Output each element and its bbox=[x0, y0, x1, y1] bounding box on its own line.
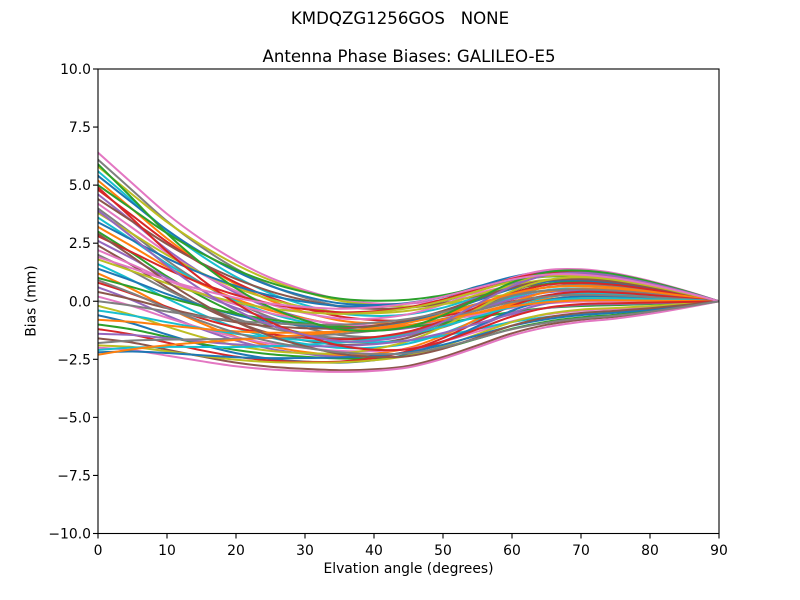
x-tick-label: 30 bbox=[296, 543, 314, 559]
x-tick-label: 20 bbox=[227, 543, 245, 559]
x-tick-label: 0 bbox=[94, 543, 103, 559]
series-line-47 bbox=[98, 186, 719, 352]
axes-title: Antenna Phase Biases: GALILEO-E5 bbox=[262, 47, 556, 66]
series-line-51 bbox=[98, 279, 719, 356]
series-line-40 bbox=[98, 300, 719, 373]
figure-title: KMDQZG1256GOS NONE bbox=[290, 9, 510, 28]
x-tick-label: 80 bbox=[641, 543, 659, 559]
series-line-45 bbox=[98, 299, 719, 356]
series-line-27 bbox=[98, 281, 719, 341]
series-line-37 bbox=[98, 290, 719, 363]
x-tick-label: 50 bbox=[434, 543, 452, 559]
series-line-46 bbox=[98, 163, 719, 332]
x-tick-label: 70 bbox=[572, 543, 590, 559]
y-tick-label: 10.0 bbox=[60, 62, 91, 78]
y-tick-label: 0.0 bbox=[69, 294, 91, 310]
series-lines bbox=[98, 151, 719, 373]
y-tick-label: −7.5 bbox=[57, 468, 91, 484]
y-tick-label: 2.5 bbox=[69, 236, 91, 252]
x-tick-label: 90 bbox=[710, 543, 728, 559]
x-tick-label: 60 bbox=[503, 543, 521, 559]
y-tick-label: −10.0 bbox=[48, 527, 91, 543]
y-tick-label: 7.5 bbox=[69, 120, 91, 136]
series-line-49 bbox=[98, 232, 719, 359]
series-line-35 bbox=[98, 284, 719, 334]
series-line-50 bbox=[98, 256, 719, 310]
y-tick-label: 5.0 bbox=[69, 178, 91, 194]
y-tick-label: −5.0 bbox=[57, 410, 91, 426]
x-tick-label: 40 bbox=[365, 543, 383, 559]
x-axis-label: Elvation angle (degrees) bbox=[323, 561, 494, 577]
series-line-31 bbox=[98, 288, 719, 326]
x-tick-label: 10 bbox=[158, 543, 176, 559]
y-tick-label: −2.5 bbox=[57, 352, 91, 368]
